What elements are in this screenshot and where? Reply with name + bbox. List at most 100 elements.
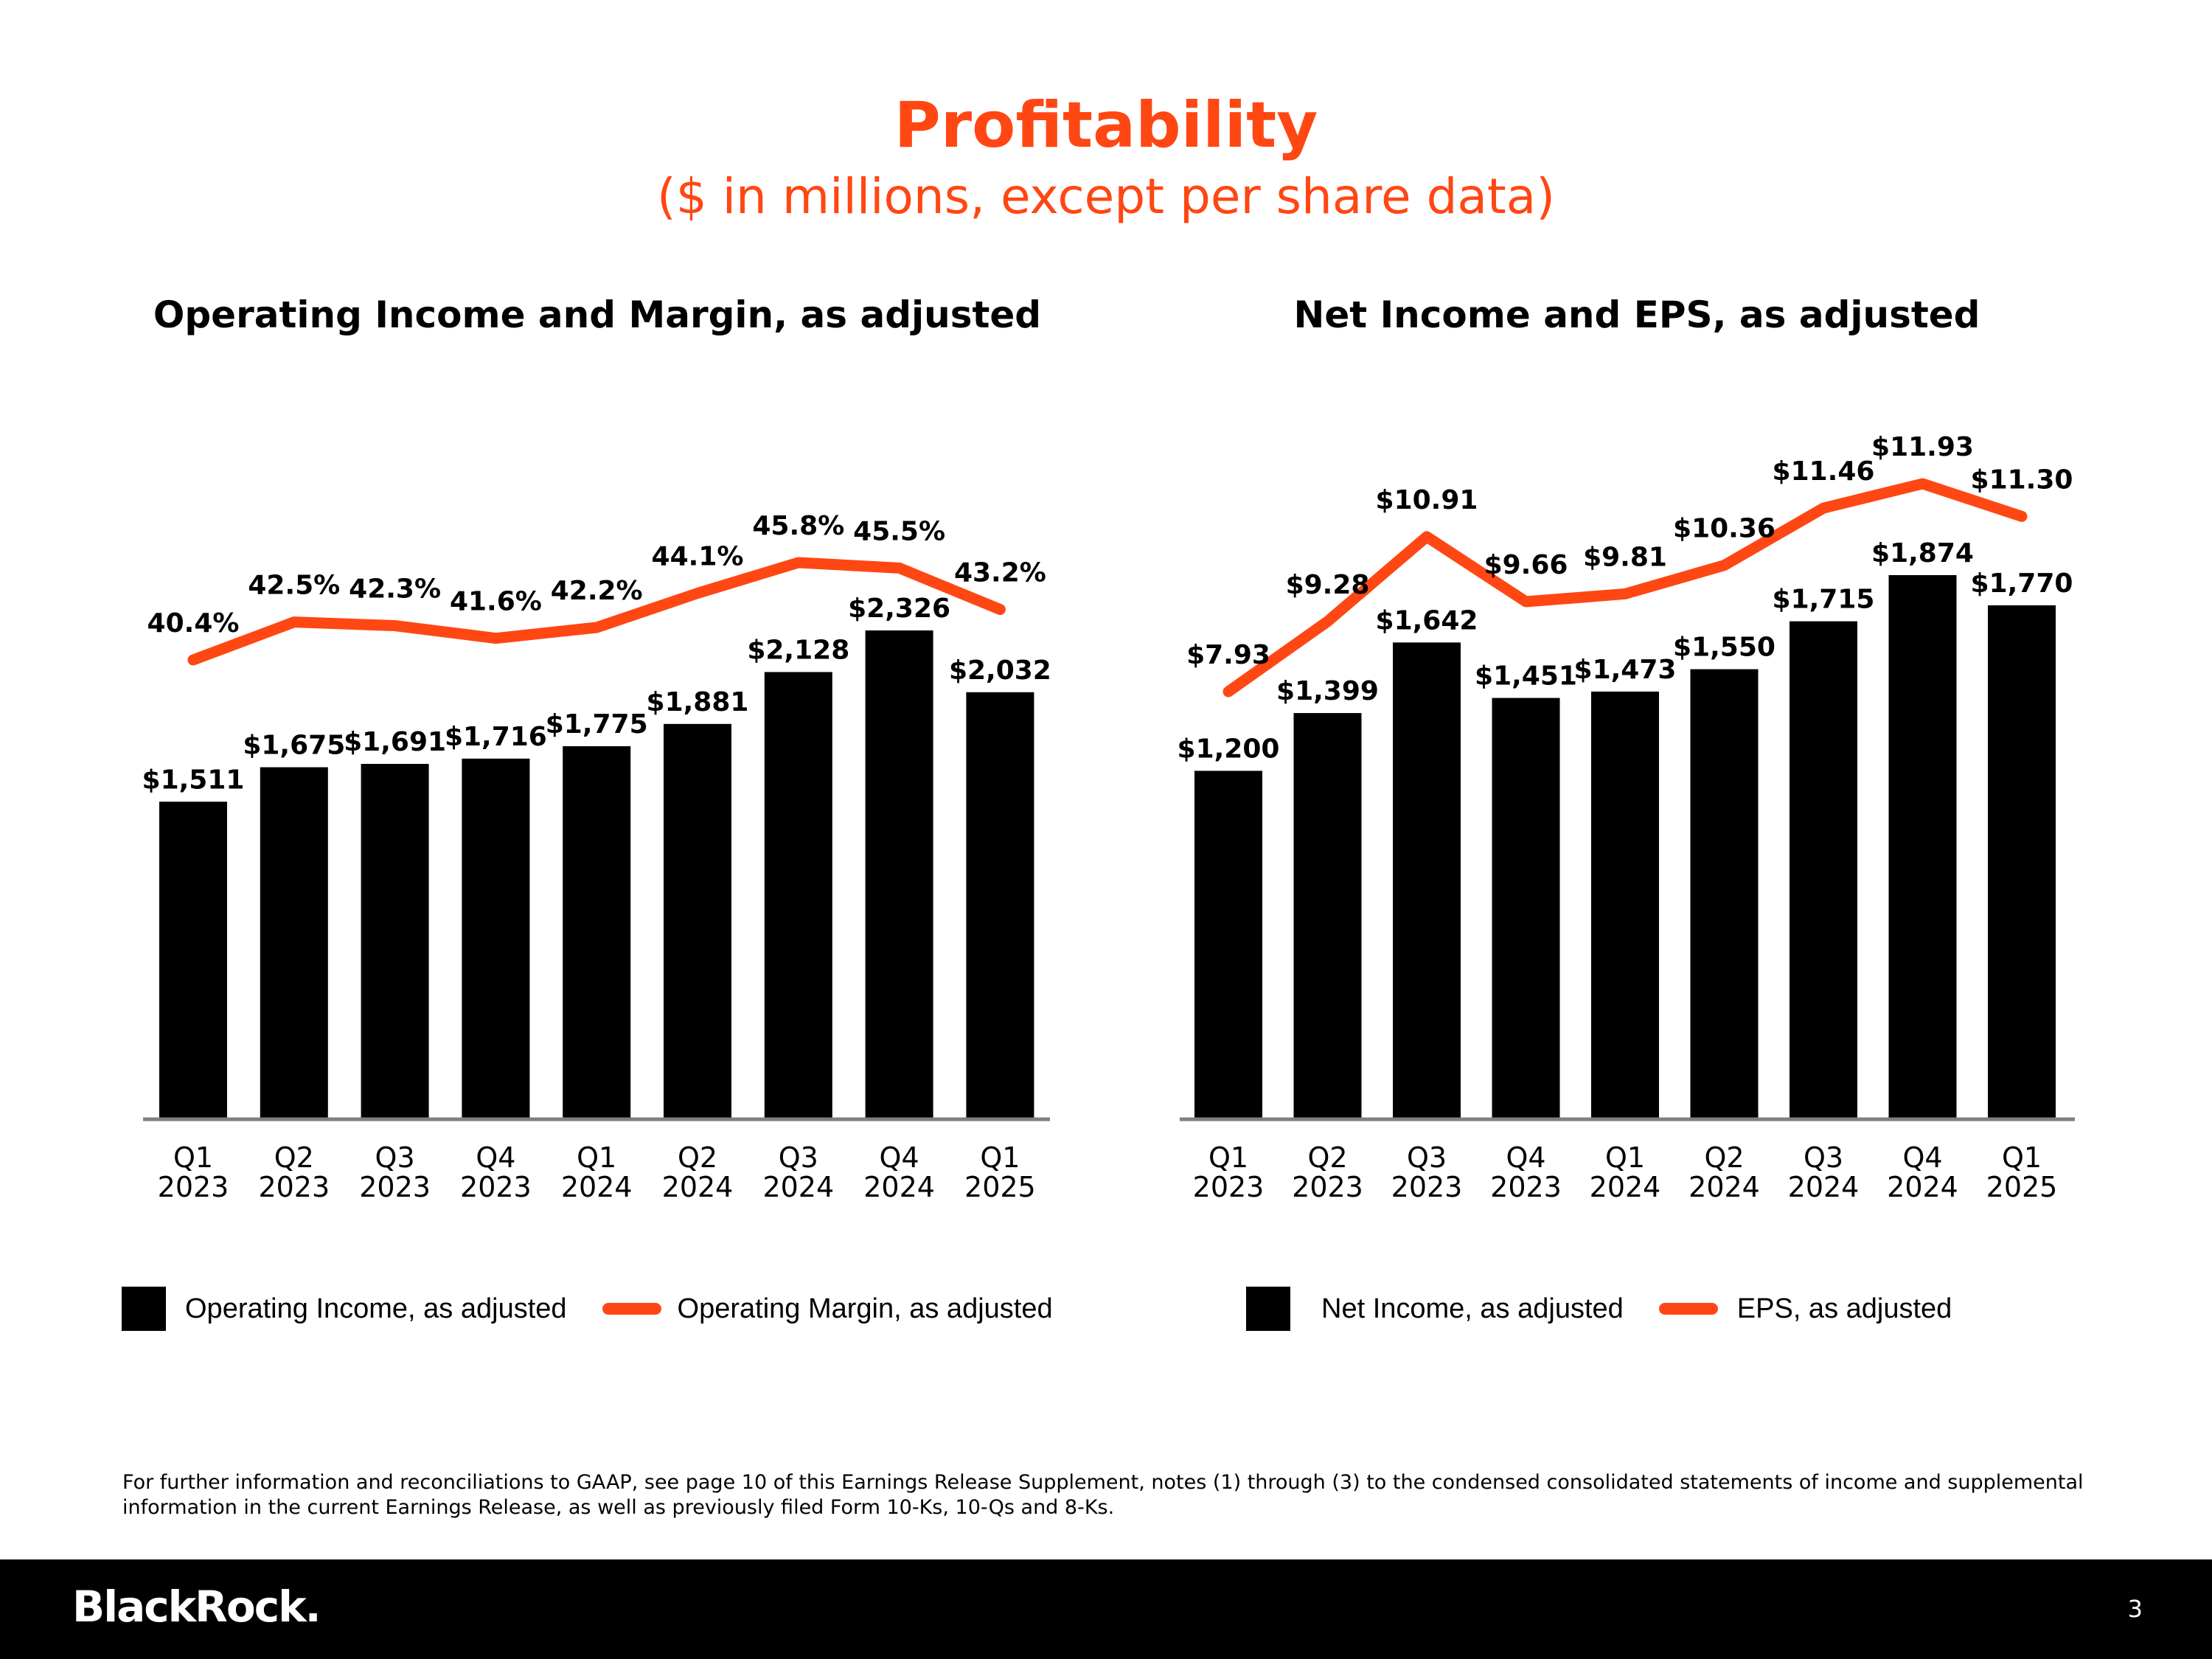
x-tick-label: Q3	[779, 1141, 818, 1174]
page-subtitle: ($ in millions, except per share data)	[656, 168, 1555, 225]
bar	[361, 763, 429, 1119]
line-point	[394, 625, 396, 627]
x-tick-label: 2024	[762, 1171, 834, 1203]
line-point	[1723, 564, 1725, 566]
legend-net-income: Net Income, as adjusted EPS, as adjusted	[1246, 1283, 1952, 1335]
x-tick-label: Q4	[1506, 1141, 1545, 1174]
page-number: 3	[2127, 1595, 2143, 1623]
legend-swatch-bar	[1246, 1287, 1290, 1331]
x-tick-label: 2025	[1986, 1171, 2058, 1203]
x-tick-label: 2024	[1788, 1171, 1860, 1203]
bar	[1293, 713, 1362, 1119]
x-tick-label: Q1	[1208, 1141, 1248, 1174]
chart-title-net-income: Net Income and EPS, as adjusted	[1293, 293, 1980, 336]
bar	[865, 630, 933, 1119]
line-value-label: 42.3%	[349, 574, 441, 605]
x-tick-label: 2023	[1193, 1171, 1265, 1203]
bar-value-label: $2,326	[848, 594, 950, 624]
x-tick-label: 2023	[460, 1171, 532, 1203]
line-value-label: $11.46	[1773, 456, 1875, 487]
x-tick-label: 2024	[662, 1171, 734, 1203]
line-value-label: 45.5%	[853, 516, 945, 546]
bar-value-label: $1,881	[647, 687, 749, 717]
x-tick-label: 2023	[1391, 1171, 1463, 1203]
bar	[1790, 621, 1857, 1119]
x-tick-label: 2025	[964, 1171, 1036, 1203]
x-tick-label: 2024	[1590, 1171, 1661, 1203]
bar-value-label: $1,451	[1475, 661, 1577, 692]
bar-value-label: $2,128	[747, 635, 849, 665]
x-tick-label: Q3	[1407, 1141, 1447, 1174]
x-tick-label: Q4	[880, 1141, 919, 1174]
bar	[764, 672, 832, 1119]
x-tick-label: 2024	[863, 1171, 935, 1203]
line-point	[596, 627, 598, 628]
line-point	[1921, 483, 1924, 484]
line-point	[1823, 507, 1824, 509]
bar-value-label: $1,770	[1971, 568, 2073, 599]
line-point	[898, 567, 900, 569]
bar-value-label: $1,642	[1376, 605, 1478, 636]
bar-value-label: $1,473	[1574, 655, 1677, 685]
legend-operating: Operating Income, as adjusted Operating …	[122, 1283, 1053, 1335]
legend-swatch-line	[602, 1303, 661, 1315]
footnote: For further information and reconciliati…	[122, 1471, 2084, 1519]
line-value-label: $11.30	[1971, 465, 2073, 495]
line-value-label: 40.4%	[147, 608, 240, 639]
line-value-label: 41.6%	[450, 587, 542, 617]
x-tick-label: Q4	[476, 1141, 515, 1174]
bar	[1690, 669, 1759, 1119]
line-point	[999, 608, 1001, 611]
bar	[1591, 691, 1659, 1119]
bar	[1888, 575, 1957, 1119]
bar-value-label: $1,775	[546, 709, 648, 740]
line-value-label: $9.28	[1286, 570, 1370, 600]
bar-value-label: $1,691	[344, 727, 446, 757]
chart-title-operating: Operating Income and Margin, as adjusted	[153, 293, 1042, 336]
line-point	[1228, 691, 1229, 692]
x-tick-label: Q1	[1605, 1141, 1645, 1174]
bar-value-label: $1,550	[1673, 633, 1775, 663]
line-value-label: $9.81	[1583, 542, 1667, 572]
bar-value-label: $1,874	[1871, 538, 1974, 568]
x-tick-label: 2023	[258, 1171, 330, 1203]
legend-swatch-bar	[122, 1287, 166, 1331]
line-value-label: $7.93	[1186, 640, 1270, 670]
bar	[1492, 698, 1560, 1119]
legend-label-net-income: Net Income, as adjusted	[1321, 1293, 1624, 1324]
x-tick-label: Q2	[1704, 1141, 1744, 1174]
line-point	[697, 592, 698, 594]
x-tick-label: 2023	[158, 1171, 229, 1203]
line-value-label: 42.5%	[248, 571, 340, 601]
x-tick-label: 2023	[359, 1171, 431, 1203]
x-tick-label: 2023	[1292, 1171, 1363, 1203]
bar	[664, 723, 731, 1119]
footer-bar: BlackRock. 3	[0, 1559, 2212, 1659]
x-tick-label: 2024	[1688, 1171, 1760, 1203]
line-point	[1624, 593, 1626, 595]
line-value-label: $11.93	[1871, 432, 1974, 462]
line-value-label: 44.1%	[652, 542, 744, 572]
line-point	[1525, 601, 1527, 603]
line-value-label: 45.8%	[752, 511, 844, 541]
x-tick-label: Q1	[173, 1141, 213, 1174]
line-value-label: 43.2%	[954, 558, 1046, 588]
bar	[966, 692, 1034, 1119]
line-point	[1426, 535, 1427, 538]
bar	[563, 746, 631, 1119]
x-tick-label: Q3	[375, 1141, 415, 1174]
line-value-label: $10.91	[1376, 485, 1478, 515]
bar	[462, 758, 530, 1119]
bar	[1194, 771, 1262, 1119]
bar-value-label: $1,675	[243, 731, 345, 761]
blackrock-logo: BlackRock.	[72, 1582, 321, 1632]
bar-value-label: $1,200	[1178, 734, 1280, 764]
bar-value-label: $2,032	[949, 655, 1051, 686]
x-tick-label: Q2	[274, 1141, 314, 1174]
bar	[1393, 642, 1461, 1119]
bar-value-label: $1,399	[1276, 676, 1379, 706]
bar-value-label: $1,715	[1773, 585, 1875, 615]
legend-label-operating-income: Operating Income, as adjusted	[185, 1293, 567, 1324]
x-tick-label: Q1	[980, 1141, 1020, 1174]
